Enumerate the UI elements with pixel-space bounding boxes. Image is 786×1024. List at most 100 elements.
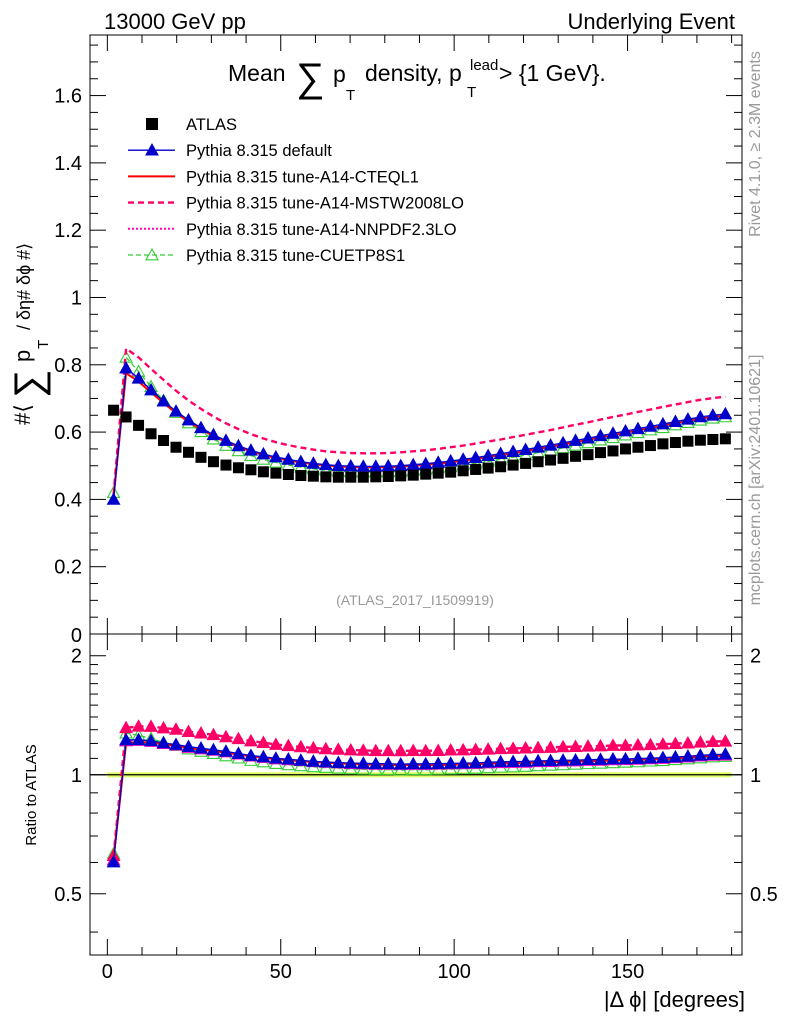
ratio-point-default	[219, 744, 233, 757]
point-default	[206, 427, 221, 441]
x-axis-label: |Δ ϕ| [degrees]	[604, 987, 745, 1012]
ratio-point-mstw	[393, 743, 408, 757]
point-default	[331, 458, 346, 472]
point-atlas	[270, 467, 282, 479]
ratio-point-mstw	[343, 742, 358, 756]
ratio-point-default	[631, 751, 645, 764]
ratio-point-mstw	[606, 738, 620, 751]
point-default	[243, 443, 258, 456]
point-default	[506, 444, 521, 457]
beam-energy-label: 13000 GeV pp	[104, 9, 246, 34]
ratio-point-default	[718, 747, 733, 760]
ratio-line-mstw	[112, 725, 726, 856]
point-atlas	[707, 433, 719, 445]
point-atlas	[632, 441, 644, 453]
ratio-point-mstw	[368, 743, 383, 757]
point-default	[119, 361, 134, 374]
point-default	[293, 454, 308, 468]
point-atlas	[182, 446, 194, 458]
ratio-point-default	[169, 737, 183, 750]
point-default	[568, 433, 583, 446]
point-default	[718, 406, 733, 420]
ratio-point-mstw	[680, 735, 695, 749]
ratio-point-default	[606, 751, 620, 765]
point-atlas	[345, 471, 357, 483]
ratio-ytick-label-right: 2	[750, 646, 761, 668]
legend-marker-cuetp	[145, 247, 159, 261]
ratio-point-default	[156, 735, 171, 749]
ratio-point-default	[506, 754, 521, 767]
point-atlas	[445, 466, 457, 478]
point-default	[643, 419, 658, 432]
ytick-label: 0.8	[54, 355, 82, 377]
point-atlas	[694, 434, 706, 446]
point-atlas	[644, 440, 656, 452]
xtick-label: 150	[611, 961, 644, 983]
main-series-group	[106, 346, 733, 505]
ratio-point-mstw	[194, 726, 208, 739]
ratio-point-mstw	[318, 741, 333, 755]
ratio-point-mstw	[693, 735, 708, 748]
legend-label-atlas: ATLAS	[186, 116, 237, 134]
ratio-ytick-label: 2	[71, 646, 82, 668]
point-atlas	[495, 461, 507, 473]
point-default	[219, 433, 233, 446]
xtick-label: 0	[102, 961, 113, 983]
ytick-label: 1.6	[54, 86, 82, 108]
legend-label-mstw: Pythia 8.315 tune-A14-MSTW2008LO	[186, 195, 464, 213]
ratio-point-default	[481, 755, 496, 768]
point-atlas	[133, 419, 145, 431]
legend-marker-atlas	[146, 118, 158, 130]
point-default	[618, 423, 633, 437]
ratio-point-mstw	[406, 743, 421, 757]
ratio-point-default	[680, 749, 695, 762]
ratio-point-mstw	[631, 737, 645, 751]
ylabel-p-sub: T	[35, 340, 52, 349]
point-atlas	[245, 464, 257, 476]
point-atlas	[295, 470, 307, 482]
ratio-point-mstw	[718, 734, 733, 747]
point-default	[194, 420, 208, 434]
ratio-point-mstw	[668, 736, 683, 749]
ratio-ytick-label-right: 1	[750, 765, 761, 787]
analysis-watermark: (ATLAS_2017_I1509919)	[336, 592, 494, 608]
ytick-label: 1.2	[54, 220, 82, 242]
point-atlas	[432, 467, 444, 479]
title-mid: density, p	[365, 60, 462, 86]
ytick-label-zero: 0	[71, 625, 82, 647]
title-p-sub: T	[346, 87, 355, 104]
point-default	[181, 412, 196, 426]
ratio-point-mstw	[493, 741, 508, 755]
point-atlas	[557, 452, 569, 464]
title-pre: Mean	[228, 60, 286, 86]
ratio-point-default	[381, 756, 396, 770]
ratio-point-mstw	[219, 729, 233, 743]
point-atlas	[382, 471, 394, 483]
ratio-point-mstw	[556, 739, 570, 753]
series-line-cuetp	[112, 355, 726, 493]
point-atlas	[719, 433, 731, 445]
ratio-ytick-label-right: 0.5	[750, 884, 778, 906]
legend-label-cuetp: Pythia 8.315 tune-CUETP8S1	[186, 247, 405, 265]
ratio-point-default	[194, 741, 208, 754]
y-axis-label: #⟨ ∑ p T / δη# δϕ #⟩	[7, 243, 52, 425]
legend-label-default: Pythia 8.315 default	[186, 142, 332, 160]
point-default	[668, 414, 683, 428]
point-atlas	[170, 441, 182, 453]
ratio-point-default	[181, 739, 196, 753]
ratio-point-default	[318, 754, 333, 768]
legend-label-cteql1: Pythia 8.315 tune-A14-CTEQL1	[186, 168, 419, 186]
point-default	[556, 435, 570, 449]
xtick-label: 50	[270, 961, 292, 983]
point-atlas	[220, 459, 232, 471]
ratio-point-default	[531, 753, 546, 767]
ratio-point-mstw	[568, 739, 583, 752]
point-default	[655, 416, 670, 430]
point-default	[368, 459, 383, 472]
point-atlas	[682, 435, 694, 447]
ratio-point-mstw	[119, 720, 134, 734]
point-atlas	[407, 469, 419, 481]
ratio-point-default	[493, 754, 508, 768]
point-default	[406, 457, 421, 471]
